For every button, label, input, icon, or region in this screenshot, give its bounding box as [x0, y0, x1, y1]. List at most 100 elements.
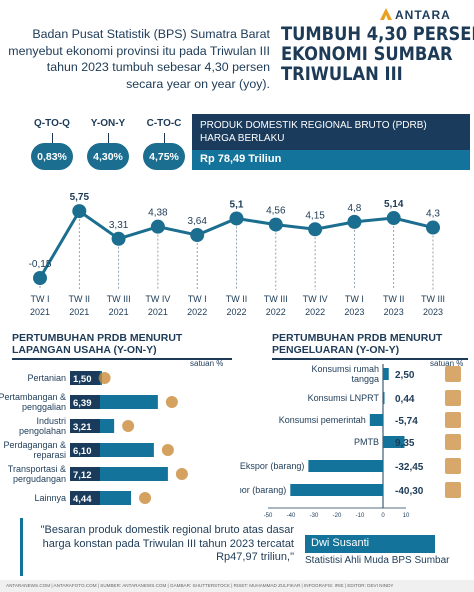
expenditure-value-label: -40,30	[395, 486, 424, 497]
person-role: Statistisi Ahli Muda BPS Sumbar	[305, 555, 450, 566]
headline: TUMBUH 4,30 PERSEN EKONOMI SUMBAR TRIWUL…	[281, 24, 474, 84]
sector-category-label: pengolahan	[19, 426, 66, 436]
expenditure-category-label: tangga	[351, 374, 379, 384]
quarter-label: TW IV	[303, 294, 328, 304]
expenditure-bar	[383, 436, 405, 448]
expenditure-category-label: Ekspor (barang)	[240, 461, 304, 471]
pdrb-title: PRODUK DOMESTIK REGIONAL BRUTO (PDRB) HA…	[192, 114, 470, 150]
sector-icon	[139, 492, 152, 504]
sector-category-label: Pertanian	[27, 373, 66, 383]
sector-category-label: Industri	[36, 416, 66, 426]
year-label: 2021	[109, 307, 129, 317]
sector-value-box	[70, 371, 100, 385]
sector-value-label: 6,10	[73, 446, 92, 457]
year-label: 2021	[69, 307, 89, 317]
expenditure-icon	[445, 482, 461, 498]
sector-value-label: 4,44	[73, 494, 92, 505]
yony-label: Y-ON-Y	[90, 118, 126, 129]
sector-value-label: 1,50	[73, 374, 92, 385]
sector-category-label: Perdagangan &	[3, 440, 66, 450]
growth-point	[72, 204, 87, 219]
quarter-label: TW III	[107, 294, 131, 304]
expenditure-value-label: 2,50	[395, 370, 415, 381]
sector-value-box	[70, 443, 100, 457]
expenditure-bar	[290, 484, 383, 496]
expenditure-category-label: Konsumsi rumah	[311, 364, 379, 374]
sector-bar	[100, 395, 158, 409]
quarter-label: TW II	[383, 294, 405, 304]
expenditure-icon	[445, 458, 461, 474]
yony-connector	[108, 133, 109, 143]
intro-text: Badan Pusat Statistik (BPS) Sumatra Bara…	[8, 27, 270, 91]
expenditure-title-rule	[272, 358, 468, 360]
x-tick-label: -20	[333, 513, 342, 518]
expenditure-value-label: 9,35	[395, 438, 415, 449]
sector-category-label: Pertambangan &	[0, 392, 66, 402]
expenditure-bar	[369, 414, 383, 426]
sector-value-box	[70, 491, 100, 505]
x-tick-label: -50	[264, 513, 273, 518]
year-label: 2022	[305, 307, 325, 317]
qtoq-value: 0,83%	[31, 143, 73, 170]
sector-unit-label: satuan %	[190, 359, 224, 368]
growth-point	[268, 217, 283, 232]
growth-value-label: 3,64	[187, 216, 207, 227]
year-label: 2021	[148, 307, 168, 317]
yony-value: 4,30%	[87, 143, 129, 170]
expenditure-icon	[445, 412, 461, 428]
x-tick-label: -10	[356, 513, 365, 518]
sector-category-label: Transportasi &	[8, 464, 66, 474]
quote-text: "Besaran produk domestik regional bruto …	[40, 524, 294, 563]
year-label: 2022	[187, 307, 207, 317]
expenditure-title-line-2: PENGELUARAN (Y-ON-Y)	[272, 344, 400, 356]
growth-point	[347, 214, 362, 229]
quarter-label: TW II	[69, 294, 91, 304]
growth-point	[386, 211, 401, 226]
growth-point	[426, 220, 440, 235]
quarter-label: TW I	[31, 294, 50, 304]
sector-icon	[161, 444, 174, 456]
expenditure-value-label: 0,44	[395, 394, 415, 405]
sector-icon	[165, 396, 178, 408]
sector-value-label: 7,12	[73, 470, 92, 481]
quarterly-growth-line-chart: -0,15 TW I 2021 5,75 TW II 2021 3,31 TW III 2021…	[29, 192, 445, 317]
year-label: 2022	[226, 307, 246, 317]
quote-frame	[20, 518, 294, 576]
year-label: 2023	[384, 307, 404, 317]
x-tick-label: -30	[310, 513, 319, 518]
growth-value-label: -0,15	[29, 259, 52, 270]
growth-point	[111, 231, 126, 246]
sector-category-label: pergudangan	[13, 474, 66, 484]
expenditure-bar	[383, 368, 389, 380]
expenditure-value-label: -32,45	[395, 462, 424, 473]
growth-value-label: 4,8	[347, 203, 361, 214]
expenditure-icon	[445, 390, 461, 406]
growth-value-label: 5,14	[384, 199, 404, 210]
sector-category-label: penggalian	[22, 402, 66, 412]
qtoq-label: Q-TO-Q	[34, 118, 70, 129]
sector-title-line-1: PERTUMBUHAN PRDB MENURUT	[12, 332, 183, 344]
brand-name: ANTARA	[395, 8, 451, 22]
sector-category-label: Lainnya	[34, 493, 66, 503]
sector-value-box	[70, 419, 100, 433]
quarter-label: TW IV	[145, 294, 170, 304]
growth-value-label: 5,75	[70, 192, 90, 203]
expenditure-icon	[445, 366, 461, 382]
expenditure-category-label: Konsumsi LNPRT	[308, 393, 380, 403]
sector-bar	[100, 467, 168, 481]
sector-value-label: 3,21	[73, 422, 92, 433]
person-name: Dwi Susanti	[305, 535, 435, 553]
quarter-label: TW III	[421, 294, 445, 304]
antara-logo-icon	[380, 8, 392, 20]
expenditure-icon	[445, 434, 461, 450]
growth-point	[150, 219, 165, 234]
growth-value-label: 5,1	[230, 199, 244, 210]
quarter-label: TW II	[226, 294, 248, 304]
quarter-label: TW I	[188, 294, 207, 304]
sector-bar	[100, 443, 154, 457]
sector-growth-bar-chart: Pertanian 1,50 Pertambangan &penggalian 6,3…	[0, 371, 188, 505]
sector-title-rule	[12, 358, 232, 360]
growth-value-label: 3,31	[109, 220, 129, 231]
quarter-label: TW III	[264, 294, 288, 304]
